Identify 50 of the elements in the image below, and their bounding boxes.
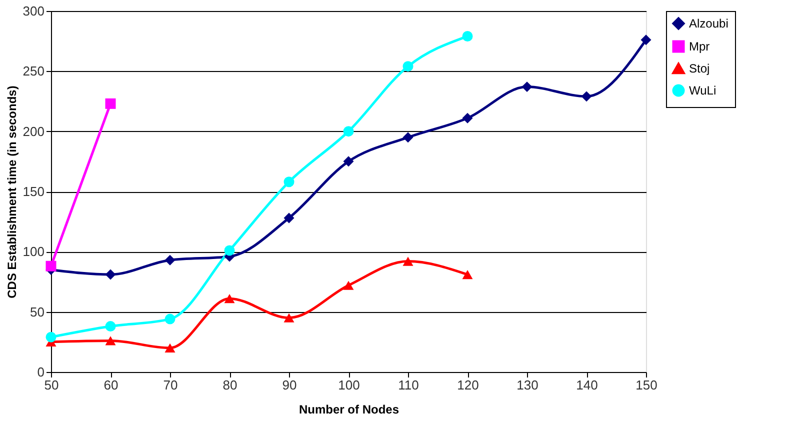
point (343, 280, 354, 290)
point (343, 156, 354, 167)
point (402, 61, 414, 72)
y-tick-label: 250 (22, 64, 44, 79)
point (46, 260, 56, 272)
point (462, 31, 473, 42)
x-tick-label: 150 (636, 378, 658, 392)
point (105, 336, 116, 346)
point (343, 126, 354, 137)
point (105, 269, 116, 280)
point (164, 314, 176, 324)
legend-label: Stoj (689, 62, 710, 76)
y-tick-label: 150 (22, 184, 44, 199)
point (164, 254, 176, 266)
x-tick-label: 140 (576, 378, 598, 392)
y-tick-label: 300 (22, 4, 44, 18)
legend-label: WuLi (689, 84, 716, 98)
y-tick-label: 100 (22, 244, 44, 260)
x-tick-label: 100 (338, 378, 360, 392)
legend-label: Mpr (689, 40, 710, 54)
y-tick-label: 200 (22, 124, 44, 139)
point (284, 212, 294, 224)
x-tick-label: 70 (163, 378, 178, 392)
point (284, 176, 294, 188)
y-tick-label: 50 (30, 304, 44, 320)
point (462, 270, 473, 280)
point (164, 343, 176, 352)
x-tick-label: 60 (104, 378, 118, 392)
point (105, 98, 116, 109)
point (224, 294, 235, 304)
point (462, 112, 473, 124)
point (284, 313, 294, 322)
point (581, 91, 592, 102)
x-tick-label: 110 (398, 378, 419, 392)
y-tick-label: 0 (37, 364, 44, 380)
point (402, 132, 414, 143)
x-tick-label: 130 (516, 378, 538, 392)
point (105, 321, 116, 332)
legend-label: Alzoubi (689, 16, 728, 30)
point (224, 245, 235, 256)
x-axis-title: Number of Nodes (298, 402, 400, 416)
x-tick-label: 80 (222, 378, 238, 392)
x-tick-label: 120 (457, 378, 479, 392)
x-tick-label: 50 (44, 378, 59, 392)
point (640, 34, 652, 46)
point (46, 332, 56, 342)
x-tick-label: 90 (282, 378, 297, 392)
point (402, 256, 414, 266)
point (522, 82, 532, 92)
y-axis-title: CDS Establishment time (in seconds) (4, 86, 19, 298)
